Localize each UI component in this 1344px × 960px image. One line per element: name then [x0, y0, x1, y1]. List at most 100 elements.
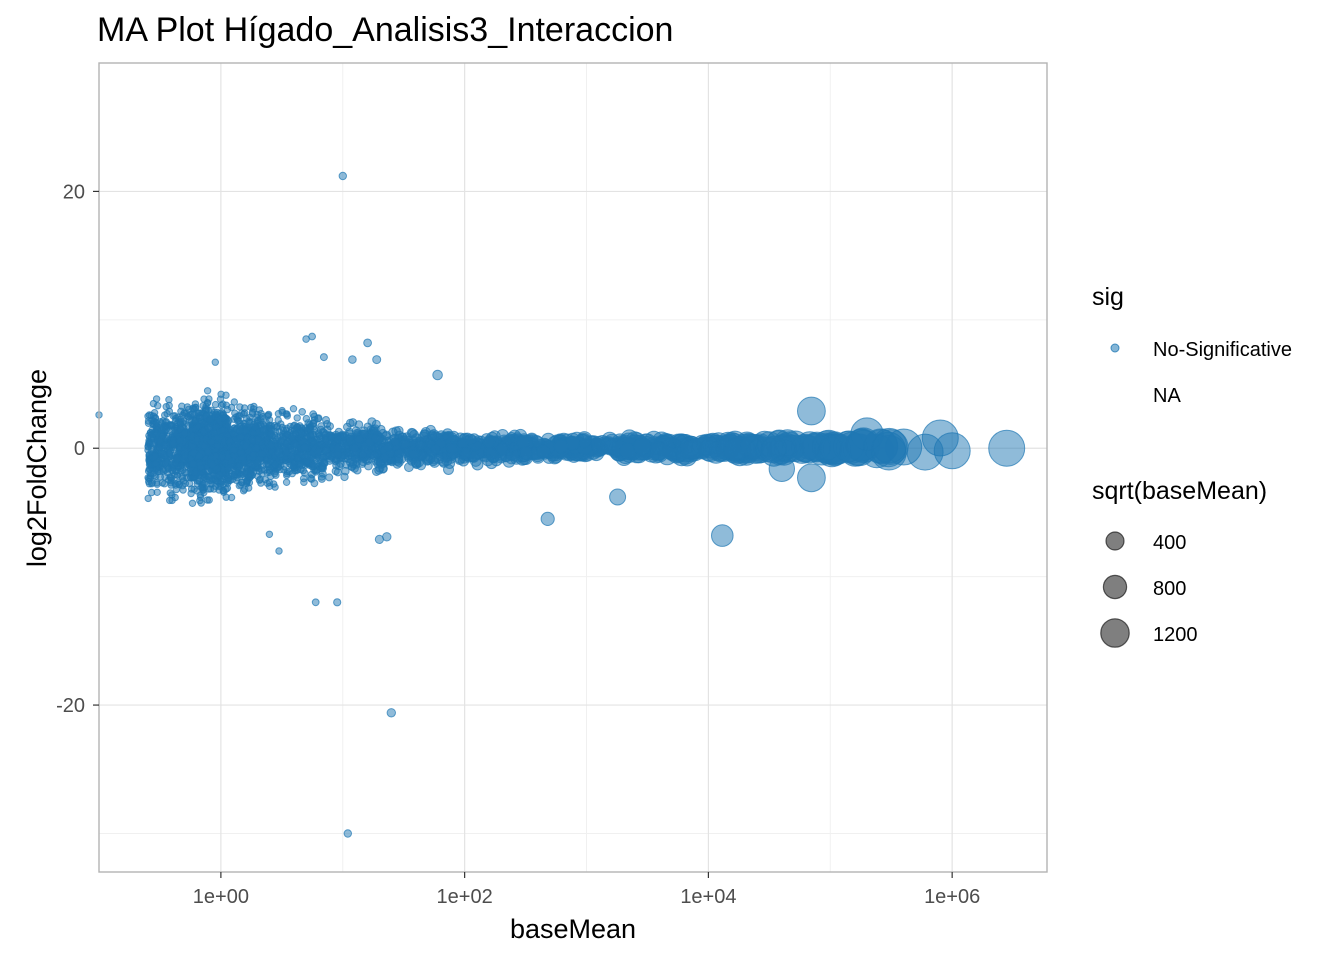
data-point [429, 457, 440, 468]
data-point [363, 338, 373, 348]
data-point [249, 429, 257, 438]
data-point [301, 424, 310, 432]
data-point [283, 471, 291, 480]
data-point [287, 452, 296, 460]
data-points [95, 171, 1026, 838]
data-point [293, 414, 301, 422]
data-point [197, 499, 205, 507]
data-point [343, 829, 352, 838]
data-point [300, 443, 309, 452]
data-point [380, 452, 390, 463]
legend-size-key [1102, 574, 1128, 600]
data-point [159, 417, 167, 425]
data-point [246, 470, 255, 478]
data-point [200, 442, 208, 451]
data-point [226, 464, 234, 472]
data-point [301, 452, 310, 461]
data-point [692, 434, 714, 456]
data-point [144, 494, 152, 503]
x-axis-title: baseMean [510, 914, 636, 944]
data-point [145, 460, 154, 469]
data-point [230, 452, 239, 460]
data-point [224, 452, 232, 461]
data-point [418, 431, 429, 442]
data-point [245, 459, 253, 467]
data-point [459, 447, 472, 460]
data-point [400, 439, 410, 449]
data-point [204, 467, 213, 475]
data-point [203, 387, 212, 395]
data-point [258, 450, 266, 458]
data-point [169, 439, 177, 448]
data-point [188, 499, 197, 507]
data-point [292, 441, 300, 449]
legend-color-title: sig [1092, 283, 1124, 311]
data-point [383, 442, 394, 452]
data-point [250, 402, 258, 411]
data-point [933, 432, 971, 470]
data-point [536, 444, 551, 459]
data-point [145, 477, 153, 486]
data-point [204, 447, 212, 456]
data-point [369, 451, 379, 461]
data-point [235, 481, 244, 490]
data-point [289, 405, 298, 413]
data-point [219, 410, 227, 418]
data-point [519, 446, 533, 460]
data-point [407, 428, 418, 439]
x-tick-label: 1e+04 [680, 886, 736, 908]
data-point [251, 423, 259, 431]
y-tick-label: -20 [56, 695, 85, 717]
legend: sig No-Significative NA sqrt(baseMean) 4… [1092, 283, 1292, 648]
data-point [187, 485, 196, 493]
data-point [308, 332, 317, 341]
data-point [482, 436, 496, 449]
data-point [255, 406, 263, 414]
x-tick-label: 1e+00 [193, 886, 249, 908]
data-point [211, 358, 220, 366]
data-point [194, 422, 202, 430]
data-point [382, 532, 392, 542]
data-point [216, 417, 225, 426]
data-point [204, 424, 213, 432]
data-point [310, 479, 319, 488]
plot-panel [95, 62, 1048, 873]
data-point [224, 420, 232, 429]
data-point [297, 429, 306, 438]
data-point [211, 400, 220, 409]
data-point [311, 598, 320, 607]
data-point [177, 407, 185, 415]
data-point [212, 410, 220, 418]
data-point [191, 469, 200, 477]
data-point [271, 483, 279, 491]
data-point [260, 466, 269, 474]
data-point [213, 442, 221, 450]
data-point [797, 396, 826, 426]
data-point [259, 426, 268, 434]
data-point [227, 493, 236, 502]
data-point [432, 369, 443, 381]
data-point [195, 452, 203, 460]
data-point [162, 403, 170, 411]
data-point [211, 452, 220, 461]
data-point [239, 470, 247, 478]
data-point [253, 459, 262, 467]
panel-border [98, 62, 1048, 873]
data-point [234, 417, 242, 425]
data-point [820, 434, 852, 465]
data-point [195, 414, 203, 422]
data-point [307, 470, 316, 479]
data-point [278, 408, 286, 416]
data-point [252, 444, 261, 452]
data-point [711, 524, 734, 547]
legend-size-label: 800 [1153, 578, 1186, 600]
data-point [320, 428, 328, 437]
data-point [191, 403, 200, 412]
data-point [371, 419, 381, 429]
data-point [267, 430, 275, 438]
data-point [553, 438, 569, 454]
data-point [390, 437, 400, 447]
data-point [236, 426, 244, 435]
legend-size-label: 400 [1153, 532, 1186, 554]
legend-size-title: sqrt(baseMean) [1092, 477, 1267, 505]
